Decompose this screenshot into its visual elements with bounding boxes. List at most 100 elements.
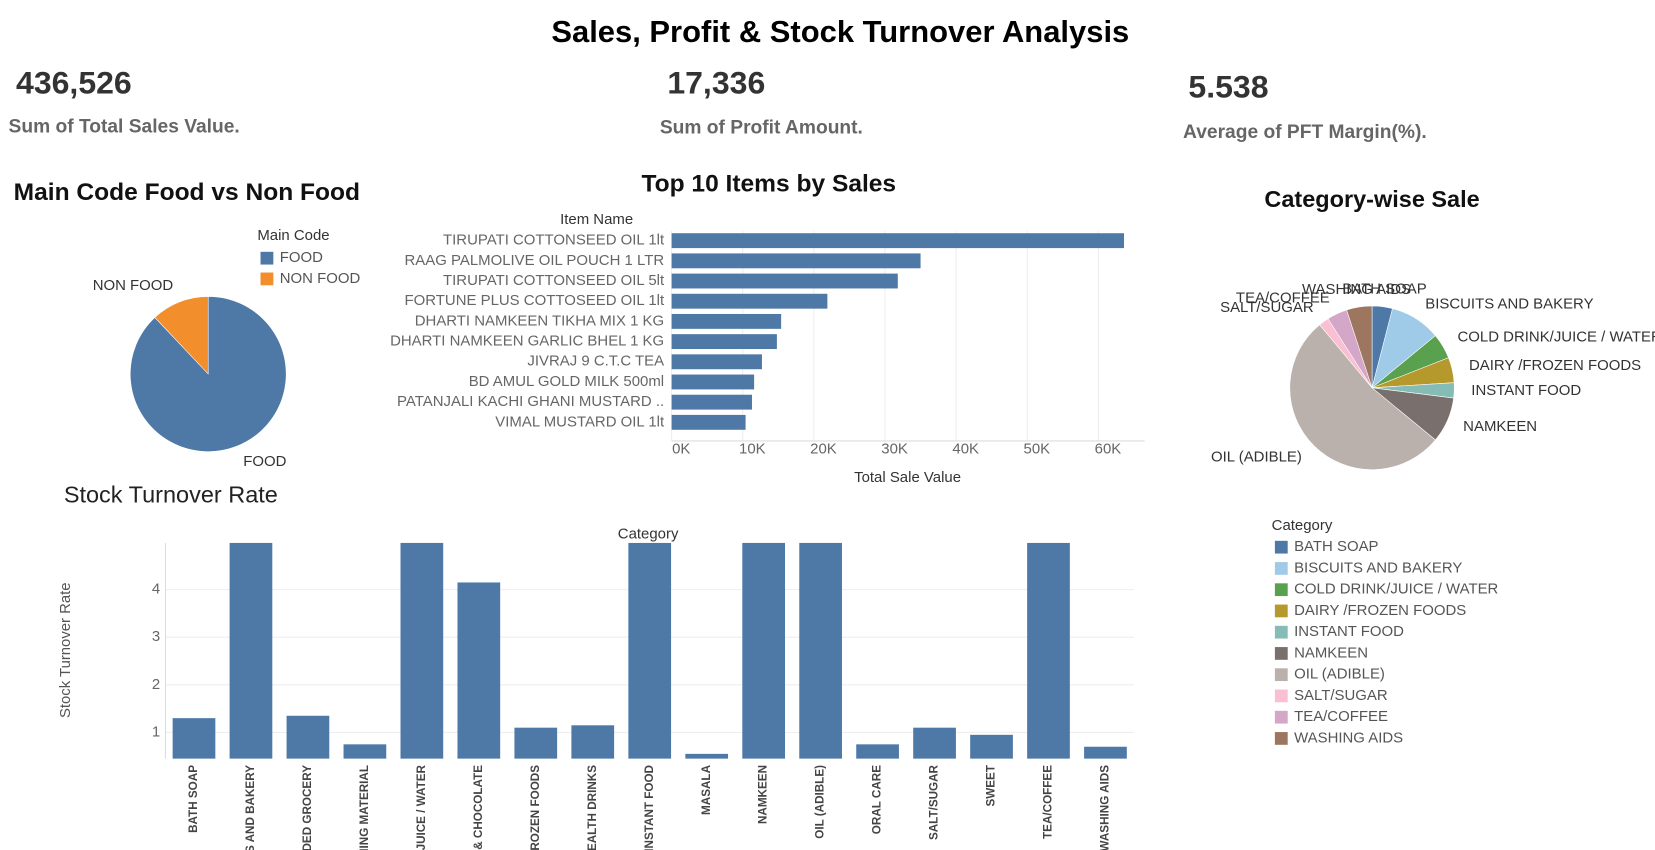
bar [1084,746,1127,759]
legend-label: SALT/SUGAR [1294,688,1388,704]
kpi-label: Sum of Profit Amount. [660,118,863,139]
bar [571,725,615,759]
legend-swatch [260,251,274,265]
y-tick-label: TIRUPATI COTTONSEED OIL 1lt [443,233,665,249]
bar [671,233,1124,249]
dashboard-title: Sales, Profit & Stock Turnover Analysis [551,14,1129,49]
bar [799,542,842,759]
bar [671,313,782,329]
x-tick-label: BRANDED GROCERY [301,765,314,850]
y-tick-label: BD AMUL GOLD MILK 500ml [469,374,664,390]
x-tick-label: SALT/SUGAR [928,764,941,840]
slice-label: SALT/SUGAR [1220,300,1314,316]
slice-label: BISCUITS AND BAKERY [1425,296,1593,312]
x-tick-label: 40K [952,441,979,457]
legend-label: OIL (ADIBLE) [1294,667,1385,683]
axis-header: Item Name [560,212,633,228]
x-tick-label: 20K [810,441,837,457]
y-tick-label: 3 [152,629,160,645]
legend-title: Category [1272,518,1333,534]
bar [400,542,444,759]
y-tick-label: DHARTI NAMKEEN GARLIC BHEL 1 KG [390,334,664,350]
y-tick-label: JIVRAJ 9 C.T.C TEA [527,354,664,370]
bar [343,744,387,759]
bar [671,253,921,269]
x-tick-label: BATH SOAP [187,765,200,833]
x-tick-label: 30K [881,441,908,457]
legend-swatch [1274,604,1288,618]
y-tick-label: FORTUNE PLUS COTTOSEED OIL 1lt [405,293,665,309]
legend-label: TEA/COFFEE [1294,709,1388,725]
bar [970,734,1013,759]
bar [1027,542,1070,759]
slice-label: DAIRY /FROZEN FOODS [1469,358,1641,374]
legend-swatch [1274,625,1288,639]
legend-swatch [1274,562,1288,575]
x-tick-label: MASALA [700,764,713,814]
kpi-label: Average of PFT Margin(%). [1183,122,1427,143]
x-tick-label: TEA/COFFEE [1042,765,1055,839]
axis-header: Category [618,526,679,542]
axis-title: Stock Turnover Rate [58,582,74,718]
slice-label: OIL (ADIBLE) [1211,450,1302,466]
slice-label: INSTANT FOOD [1471,383,1581,399]
bar [229,542,273,759]
pie-slice [154,296,209,375]
x-tick-label: CLEANING MATERIAL [358,765,371,850]
slice-label: BATH SOAP [1342,282,1426,298]
slice-label: NAMKEEN [1463,419,1537,435]
legend-label: WASHING AIDS [1294,730,1403,746]
y-tick-label: PATANJALI KACHI GHANI MUSTARD .. [397,394,664,410]
bar [172,718,216,759]
legend-label: FOOD [280,250,323,266]
bar [286,715,330,759]
bar [671,374,755,390]
bar [671,293,828,309]
bar [671,394,752,410]
kpi-value: 17,336 [667,64,765,100]
legend-swatch [1274,710,1288,724]
slice-label: COLD DRINK/JUICE / WATER [1458,329,1655,345]
legend-title: Main Code [257,228,329,244]
bar [671,334,777,350]
bar [671,273,898,289]
x-tick-label: 0K [672,441,690,457]
x-tick-label: WASHING AIDS [1099,765,1112,850]
legend-swatch [1274,540,1288,554]
x-tick-label: INSTANT FOOD [643,765,656,850]
bar [628,542,672,759]
kpi-label: Sum of Total Sales Value. [9,117,240,138]
x-tick-label: CONFECT & CHOCOLATE [472,765,485,850]
chart-title: Stock Turnover Rate [64,481,278,507]
x-tick-label: 50K [1024,441,1051,457]
legend-label: BISCUITS AND BAKERY [1294,560,1462,576]
legend-swatch [1274,689,1288,703]
slice-label: WASHING AIDS [1302,282,1411,298]
x-tick-label: BISCUITS AND BAKERY [244,765,257,850]
kpi-value: 436,526 [16,64,132,100]
legend-label: BATH SOAP [1294,539,1378,555]
legend-swatch [1274,583,1288,597]
legend-swatch [1274,668,1288,682]
chart-title: Top 10 Items by Sales [641,170,896,197]
y-tick-label: 2 [152,677,160,693]
y-tick-label: TIRUPATI COTTONSEED OIL 5lt [443,273,665,289]
chart-title: Main Code Food vs Non Food [14,179,360,206]
x-tick-label: COLD DRINK/JUICE / WATER [415,764,428,850]
legend-label: DAIRY /FROZEN FOODS [1294,603,1466,619]
bar [856,744,899,759]
x-tick-label: ORAL CARE [871,765,884,834]
y-tick-label: DHARTI NAMKEEN TIKHA MIX 1 KG [415,313,664,329]
bar [671,414,746,430]
y-tick-label: 4 [152,582,160,598]
bar [671,354,762,370]
axis-title: Total Sale Value [854,470,961,486]
bar [685,753,729,759]
legend-label: NAMKEEN [1294,645,1368,661]
bar [913,727,956,759]
slice-label: NON FOOD [93,278,174,294]
x-tick-label: DAIRY /FROZEN FOODS [529,765,542,850]
pie-slice [1289,324,1436,470]
bar [514,727,558,759]
